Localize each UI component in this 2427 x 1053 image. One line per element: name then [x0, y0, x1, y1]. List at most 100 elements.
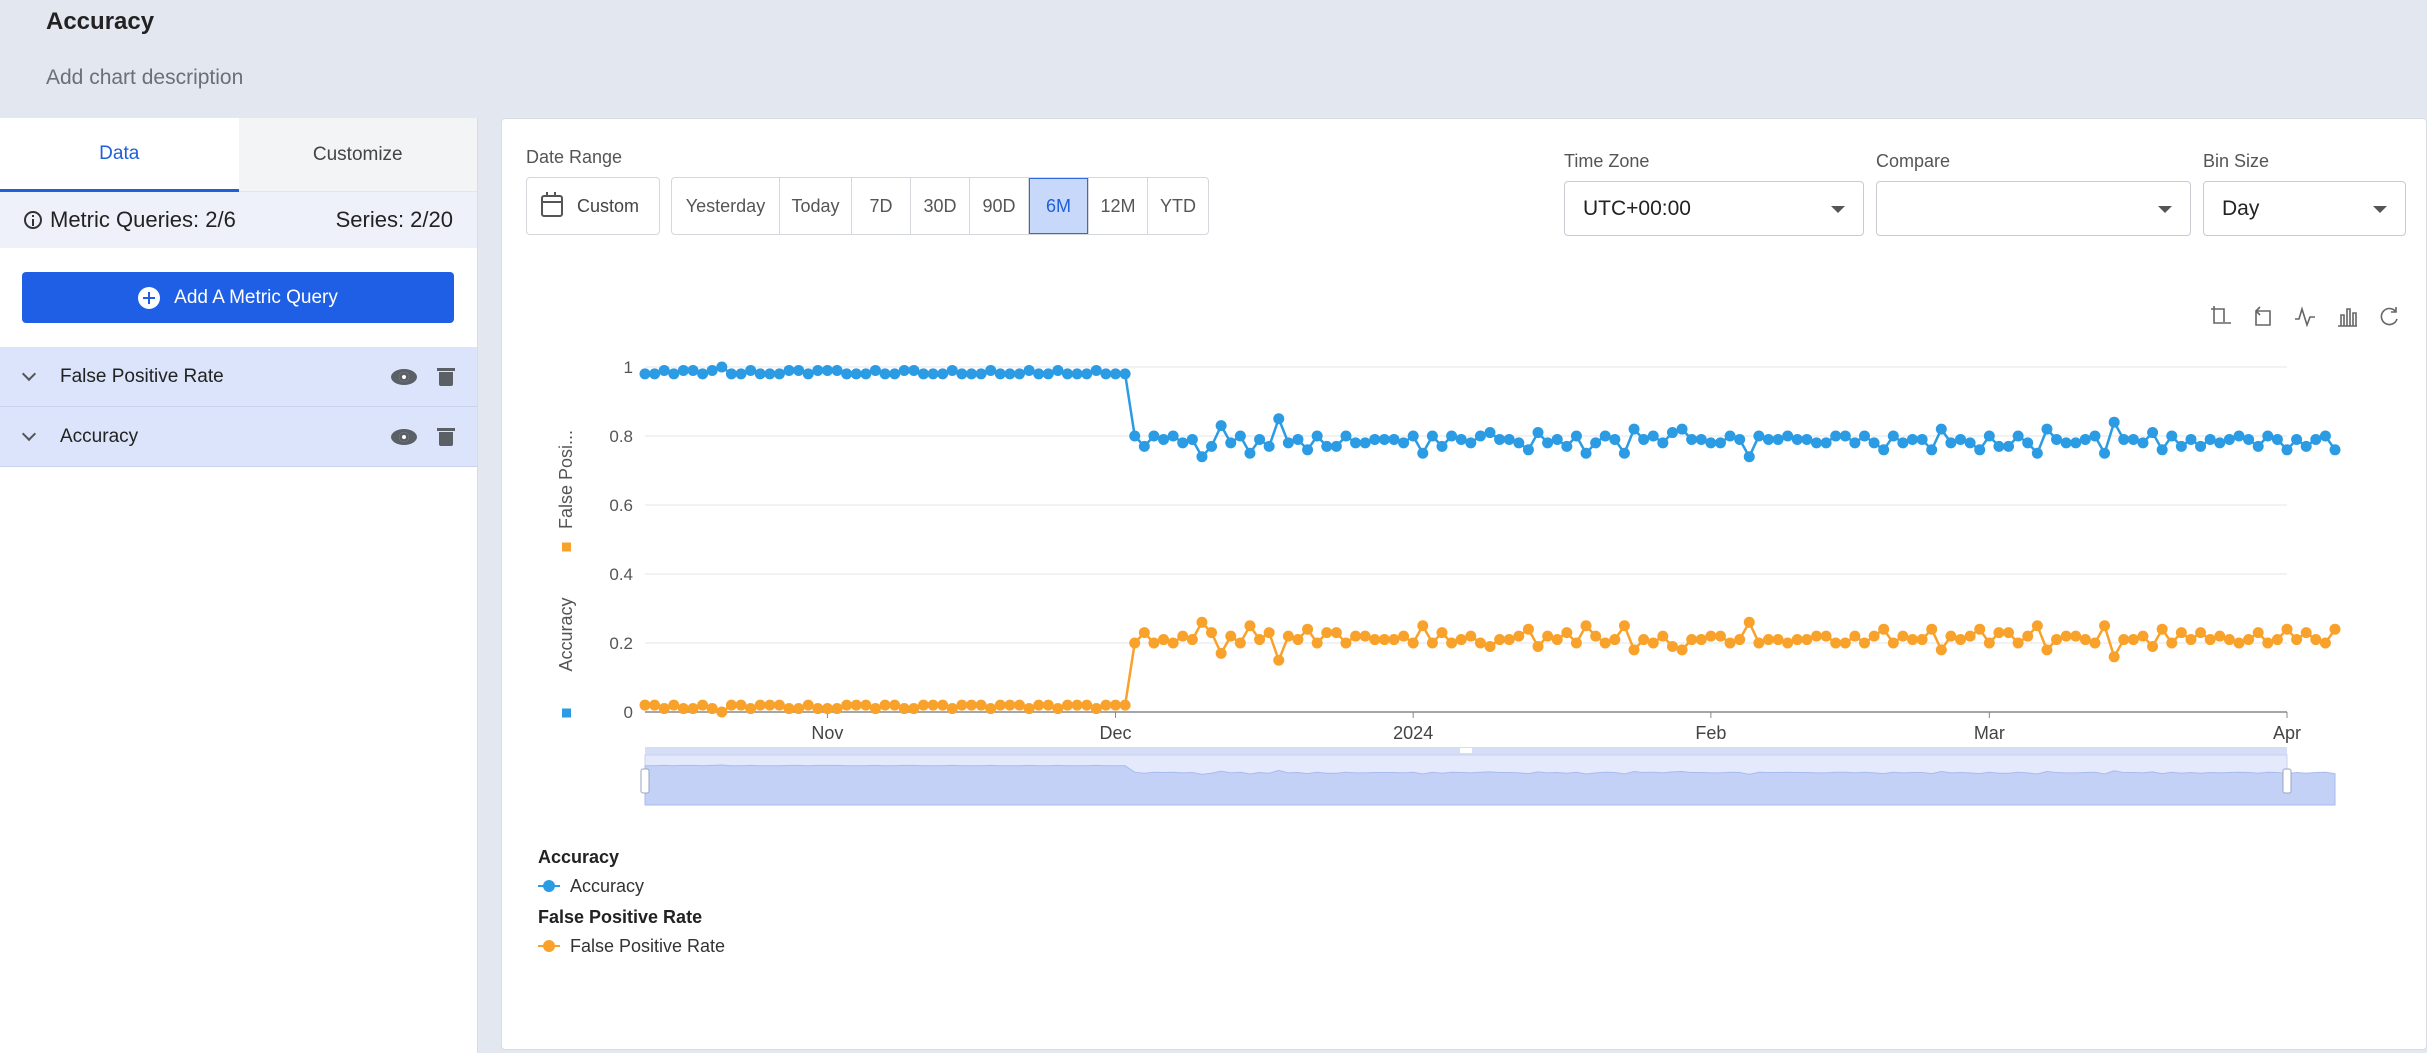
- data-point-accuracy: [1983, 430, 1995, 442]
- tab-customize[interactable]: Customize: [238, 118, 477, 192]
- data-point-accuracy: [1743, 451, 1755, 463]
- legend-label-false-positive-rate: False Positive Rate: [570, 935, 726, 956]
- data-point-false-positive-rate: [1407, 637, 1419, 649]
- time-zone-select[interactable]: UTC+00:00: [1564, 181, 1864, 236]
- data-point-false-positive-rate: [1772, 634, 1784, 646]
- data-point-false-positive-rate: [1887, 637, 1899, 649]
- data-point-false-positive-rate: [1359, 630, 1371, 642]
- data-point-accuracy: [1955, 433, 1967, 445]
- y-axis-swatch-accuracy: [562, 708, 571, 718]
- data-point-false-positive-rate: [869, 703, 881, 715]
- data-point-accuracy: [745, 364, 757, 376]
- line-chart-icon[interactable]: [2294, 305, 2316, 328]
- left-panel: Data Customize Metric Queries: 2/6 Serie…: [0, 118, 478, 1053]
- data-point-false-positive-rate: [1830, 637, 1842, 649]
- data-point-false-positive-rate: [1292, 634, 1304, 646]
- data-point-accuracy: [2079, 433, 2091, 445]
- data-point-false-positive-rate: [1398, 630, 1410, 642]
- trash-icon[interactable]: [437, 367, 455, 386]
- data-point-accuracy: [1705, 437, 1717, 449]
- bar-chart-icon[interactable]: [2336, 305, 2358, 327]
- data-point-accuracy: [1618, 447, 1630, 459]
- data-point-false-positive-rate: [697, 699, 709, 711]
- add-metric-query-button[interactable]: Add A Metric Query: [22, 272, 454, 323]
- data-point-false-positive-rate: [1129, 637, 1141, 649]
- data-point-accuracy: [812, 364, 824, 376]
- chevron-down-icon[interactable]: [21, 426, 37, 441]
- legend-item-accuracy[interactable]: Accuracy: [538, 869, 725, 903]
- data-point-false-positive-rate: [1820, 630, 1832, 642]
- eye-icon[interactable]: [391, 368, 417, 385]
- trash-icon[interactable]: [437, 427, 455, 446]
- chart-description[interactable]: Add chart description: [46, 66, 244, 89]
- compare-select[interactable]: [1876, 181, 2191, 236]
- refresh-icon[interactable]: [2378, 305, 2400, 327]
- time-zone-value: UTC+00:00: [1583, 196, 1691, 220]
- data-point-false-positive-rate: [1215, 647, 1227, 659]
- tab-data[interactable]: Data: [0, 118, 239, 192]
- data-point-false-positive-rate: [1446, 637, 1458, 649]
- data-point-accuracy: [2185, 433, 2197, 445]
- eye-icon[interactable]: [391, 428, 417, 445]
- data-point-accuracy: [687, 364, 699, 376]
- data-point-accuracy: [841, 368, 853, 380]
- y-tick-label: 0.2: [609, 634, 633, 653]
- data-point-accuracy: [1330, 440, 1342, 452]
- custom-range-button[interactable]: Custom: [526, 177, 660, 235]
- range-today[interactable]: Today: [780, 178, 852, 234]
- data-point-false-positive-rate: [735, 699, 747, 711]
- data-point-accuracy: [1964, 437, 1976, 449]
- x-tick-label: Feb: [1695, 723, 1726, 743]
- data-point-false-positive-rate: [716, 706, 728, 718]
- data-point-accuracy: [2127, 433, 2139, 445]
- range-30d[interactable]: 30D: [911, 178, 970, 234]
- data-point-accuracy: [1138, 440, 1150, 452]
- chevron-down-icon[interactable]: [21, 366, 37, 381]
- data-point-false-positive-rate: [975, 699, 987, 711]
- series-count: Series: 2/20: [335, 207, 453, 232]
- data-point-accuracy: [1791, 433, 1803, 445]
- data-point-false-positive-rate: [1513, 630, 1525, 642]
- range-12m[interactable]: 12M: [1089, 178, 1148, 234]
- data-point-accuracy: [927, 368, 939, 380]
- data-point-false-positive-rate: [1570, 637, 1582, 649]
- query-row-accuracy[interactable]: Accuracy: [0, 407, 477, 467]
- info-icon[interactable]: [24, 211, 42, 229]
- data-point-accuracy: [1647, 430, 1659, 442]
- data-point-false-positive-rate: [2022, 630, 2034, 642]
- data-point-false-positive-rate: [879, 699, 891, 711]
- chart-panel: Date Range Custom Yesterday Today 7D 30D…: [501, 118, 2427, 1050]
- data-point-false-positive-rate: [1849, 630, 1861, 642]
- range-yesterday[interactable]: Yesterday: [672, 178, 780, 234]
- data-point-false-positive-rate: [2233, 637, 2245, 649]
- line-chart[interactable]: 0 0.2 0.4 0.6 0.8 1 Nov Dec 2024 Feb Mar Apr Accurac…: [502, 119, 2426, 839]
- data-point-false-positive-rate: [1071, 699, 1083, 711]
- data-point-accuracy: [1810, 437, 1822, 449]
- range-ytd[interactable]: YTD: [1160, 195, 1196, 216]
- data-point-accuracy: [1215, 420, 1227, 432]
- query-row-false-positive-rate[interactable]: False Positive Rate: [0, 347, 477, 407]
- zoom-reset-icon[interactable]: [2252, 305, 2274, 327]
- data-point-false-positive-rate: [2329, 623, 2341, 635]
- legend-item-false-positive-rate[interactable]: False Positive Rate: [538, 929, 725, 963]
- bin-size-select[interactable]: Day: [2203, 181, 2406, 236]
- data-point-false-positive-rate: [687, 703, 699, 715]
- range-6m[interactable]: 6M: [1029, 178, 1089, 234]
- data-point-accuracy: [1878, 444, 1890, 456]
- zoom-select-icon[interactable]: [2210, 305, 2232, 327]
- data-point-accuracy: [1628, 423, 1640, 435]
- data-point-false-positive-rate: [937, 699, 949, 711]
- data-point-accuracy: [956, 368, 968, 380]
- data-point-false-positive-rate: [1955, 634, 1967, 646]
- data-point-accuracy: [2137, 437, 2149, 449]
- data-point-accuracy: [1522, 444, 1534, 456]
- data-point-false-positive-rate: [2089, 637, 2101, 649]
- data-point-false-positive-rate: [1753, 637, 1765, 649]
- data-point-false-positive-rate: [1013, 699, 1025, 711]
- range-90d[interactable]: 90D: [970, 178, 1029, 234]
- data-point-false-positive-rate: [1618, 620, 1630, 632]
- range-7d[interactable]: 7D: [852, 178, 911, 234]
- data-point-false-positive-rate: [917, 699, 929, 711]
- data-point-false-positive-rate: [1158, 634, 1170, 646]
- data-point-accuracy: [1311, 430, 1323, 442]
